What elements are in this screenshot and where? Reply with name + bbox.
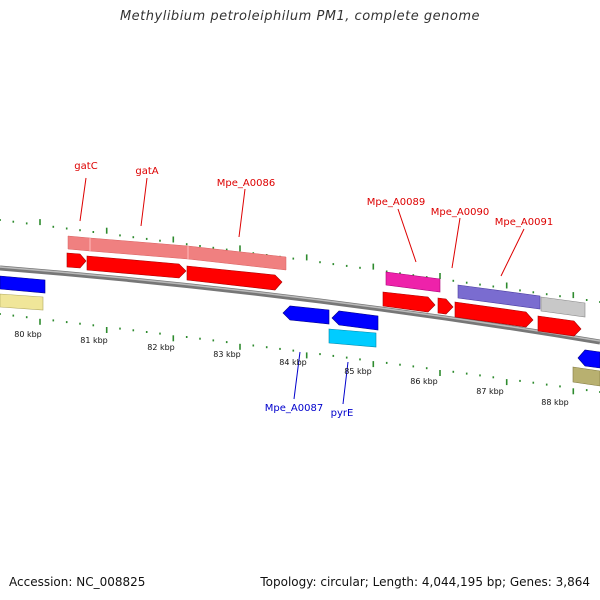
ruler-label-82kbp: 82 kbp bbox=[147, 343, 175, 352]
cds-arrow-Mpe_A0086[interactable] bbox=[186, 265, 283, 291]
genome-backbone bbox=[0, 265, 600, 345]
magenta-feature-Mpe_A0089[interactable] bbox=[385, 271, 441, 293]
leader-Mpe_A0086 bbox=[238, 188, 246, 238]
leader-Mpe_A0089 bbox=[397, 208, 417, 263]
gene-label-Mpe_A0091[interactable]: Mpe_A0091 bbox=[495, 217, 553, 228]
accession-text: Accession: NC_008825 bbox=[9, 575, 146, 589]
purple-feature-Mpe_A0091[interactable] bbox=[457, 284, 541, 310]
cds-arrow-Mpe_A0089[interactable] bbox=[382, 291, 436, 313]
gene-label-Mpe_A0086[interactable]: Mpe_A0086 bbox=[217, 178, 275, 189]
gene-bar-gatC[interactable] bbox=[67, 235, 91, 252]
leader-gatA bbox=[140, 177, 148, 227]
olive-feature-right[interactable] bbox=[572, 366, 600, 387]
ruler-label-83kbp: 83 kbp bbox=[213, 350, 241, 359]
gene-label-Mpe_A0090[interactable]: Mpe_A0090 bbox=[431, 207, 489, 218]
cds-arrow-Mpe_A0091[interactable] bbox=[454, 301, 534, 328]
forward-tick-row bbox=[0, 219, 600, 303]
cds-arrow-right[interactable] bbox=[537, 315, 582, 337]
ruler-label-81kbp: 81 kbp bbox=[80, 336, 108, 345]
leader-Mpe_A0091 bbox=[500, 228, 525, 277]
blue-feature-right[interactable] bbox=[577, 349, 600, 369]
yellow-feature-left[interactable] bbox=[0, 293, 44, 311]
grey-feature[interactable] bbox=[540, 296, 586, 318]
ruler-label-86kbp: 86 kbp bbox=[410, 377, 438, 386]
genome-backbone-highlight bbox=[0, 266, 600, 342]
gene-label-gatA[interactable]: gatA bbox=[135, 166, 158, 177]
ruler-label-80kbp: 80 kbp bbox=[14, 330, 42, 339]
leader-gatC bbox=[79, 177, 87, 222]
genome-info-text: Topology: circular; Length: 4,044,195 bp… bbox=[260, 575, 590, 589]
rev-arrow-pyrE[interactable] bbox=[331, 310, 379, 331]
gene-bar-Mpe_A0086[interactable] bbox=[187, 245, 287, 271]
cds-arrow-gatA[interactable] bbox=[86, 255, 187, 279]
ruler-label-87kbp: 87 kbp bbox=[476, 387, 504, 396]
leader-Mpe_A0087 bbox=[293, 351, 301, 400]
reverse-tick-row bbox=[0, 313, 600, 395]
blue-feature-left[interactable] bbox=[0, 275, 46, 294]
leader-pyrE bbox=[342, 361, 349, 405]
cyan-feature-pyrE[interactable] bbox=[328, 328, 377, 348]
rev-arrow-Mpe_A0087[interactable] bbox=[282, 305, 330, 325]
gene-label-gatC[interactable]: gatC bbox=[74, 161, 97, 172]
map-title: Methylibium petroleiphilum PM1, complete… bbox=[119, 9, 481, 24]
gene-label-pyrE[interactable]: pyrE bbox=[331, 408, 354, 419]
leader-Mpe_A0090 bbox=[451, 217, 461, 269]
gene-label-Mpe_A0087[interactable]: Mpe_A0087 bbox=[265, 403, 323, 414]
cds-arrow-gatC[interactable] bbox=[66, 252, 87, 269]
gene-label-Mpe_A0089[interactable]: Mpe_A0089 bbox=[367, 197, 425, 208]
cds-arrow-Mpe_A0090[interactable] bbox=[437, 297, 454, 315]
ruler-label-85kbp: 85 kbp bbox=[344, 367, 372, 376]
ruler-label-84kbp: 84 kbp bbox=[279, 358, 307, 367]
ruler-label-88kbp: 88 kbp bbox=[541, 398, 569, 407]
